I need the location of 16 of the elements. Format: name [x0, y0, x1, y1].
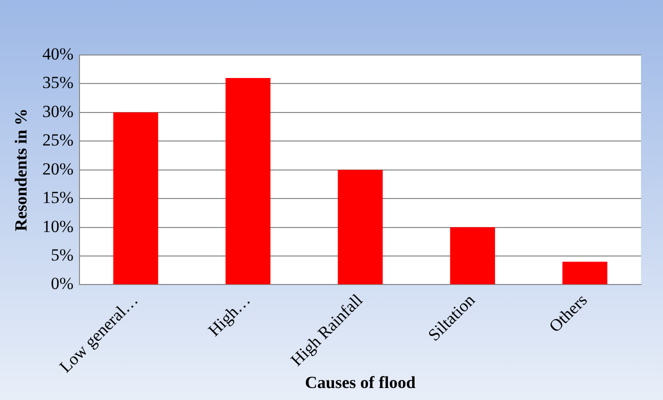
bar	[450, 227, 496, 284]
y-tick-label: 10%	[42, 216, 74, 236]
y-tick-label: 15%	[42, 188, 74, 208]
y-tick-label: 25%	[42, 130, 74, 150]
y-tick-label: 0%	[50, 274, 74, 294]
y-tick-label: 40%	[42, 44, 74, 64]
bar	[338, 170, 383, 284]
bar	[562, 262, 608, 284]
x-axis-title: Causes of flood	[305, 373, 416, 392]
bar	[113, 112, 158, 284]
y-tick-label: 20%	[42, 159, 74, 178]
y-tick-label: 30%	[42, 102, 74, 121]
y-tick-label: 35%	[42, 73, 74, 92]
y-tick-label: 5%	[50, 245, 74, 264]
bar	[226, 78, 270, 284]
y-axis-title: Resondents in %	[12, 108, 31, 232]
